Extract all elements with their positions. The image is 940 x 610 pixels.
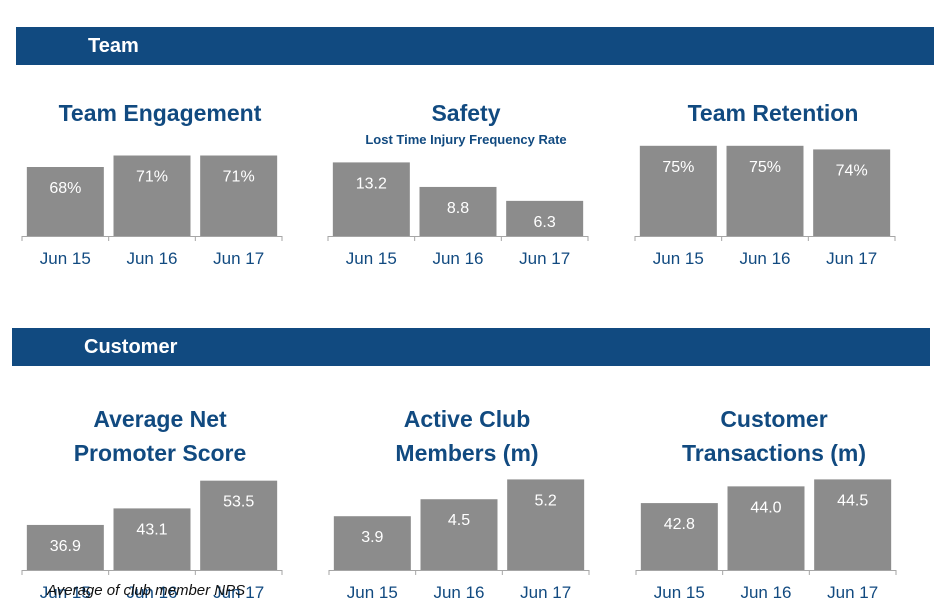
chart-active-club-members: 3.9 Jun 15 4.5 Jun 16 5.2 Jun 17 xyxy=(328,479,590,602)
tick-label: Jun 15 xyxy=(347,583,398,602)
data-label: 71% xyxy=(136,169,168,186)
bar xyxy=(200,155,278,236)
data-label: 4.5 xyxy=(448,512,470,529)
chart-title: Customer Transactions (m) xyxy=(681,406,867,466)
tick-label: Jun 17 xyxy=(519,249,570,268)
bar xyxy=(332,162,410,236)
section-header-team: Team xyxy=(16,27,934,65)
chart-safety: 13.2 Jun 15 8.8 Jun 16 6.3 Jun 17 xyxy=(327,162,589,268)
bar xyxy=(727,486,805,570)
chart-title: Active Club Members (m) xyxy=(395,406,539,466)
data-label: 8.8 xyxy=(447,200,469,217)
tick-label: Jun 16 xyxy=(126,583,177,602)
tick-label: Jun 16 xyxy=(432,249,483,268)
tick-label: Jun 16 xyxy=(433,583,484,602)
tick-label: Jun 17 xyxy=(520,583,571,602)
footnote: Average of club member NPS xyxy=(47,582,246,599)
bar xyxy=(420,499,498,570)
data-label: 74% xyxy=(836,162,868,179)
tick-label: Jun 15 xyxy=(653,249,704,268)
data-label: 75% xyxy=(749,159,781,176)
bar xyxy=(26,167,104,236)
data-label: 71% xyxy=(223,169,255,186)
bar xyxy=(200,480,278,570)
data-label: 44.5 xyxy=(837,492,868,509)
data-label: 42.8 xyxy=(664,516,695,533)
bar xyxy=(26,524,104,570)
data-label: 44.0 xyxy=(750,499,781,516)
data-label: 6.3 xyxy=(534,214,556,231)
chart-average-nps: 36.9 Jun 15 43.1 Jun 16 53.5 Jun 17 xyxy=(21,480,283,602)
data-label: 53.5 xyxy=(223,494,254,511)
tick-label: Jun 17 xyxy=(213,583,264,602)
tick-label: Jun 16 xyxy=(126,249,177,268)
data-label: 13.2 xyxy=(356,175,387,192)
chart-customer-transactions: 42.8 Jun 15 44.0 Jun 16 44.5 Jun 17 xyxy=(635,479,897,602)
bar xyxy=(726,145,804,236)
data-label: 36.9 xyxy=(50,538,81,555)
tick-label: Jun 15 xyxy=(654,583,705,602)
chart-title: Safety xyxy=(431,100,501,126)
data-label: 3.9 xyxy=(361,529,383,546)
tick-label: Jun 17 xyxy=(826,249,877,268)
data-label: 68% xyxy=(49,180,81,197)
tick-label: Jun 17 xyxy=(213,249,264,268)
tick-label: Jun 15 xyxy=(346,249,397,268)
bar xyxy=(506,200,584,236)
bar xyxy=(113,155,191,236)
chart-title: Average Net Promoter Score xyxy=(73,406,247,466)
tick-label: Jun 16 xyxy=(740,583,791,602)
bar xyxy=(813,149,891,236)
chart-team-engagement: 68% Jun 15 71% Jun 16 71% Jun 17 xyxy=(21,155,283,268)
bar xyxy=(814,479,892,570)
bar xyxy=(507,479,585,570)
data-label: 75% xyxy=(662,159,694,176)
bar xyxy=(640,503,718,570)
data-label: 5.2 xyxy=(535,492,557,509)
section-title-team: Team xyxy=(88,35,139,57)
bar xyxy=(113,508,191,570)
bar xyxy=(333,516,411,570)
data-label: 43.1 xyxy=(136,521,167,538)
chart-title: Team Engagement xyxy=(58,100,262,126)
chart-team-retention: 75% Jun 15 75% Jun 16 74% Jun 17 xyxy=(634,145,896,268)
tick-label: Jun 16 xyxy=(739,249,790,268)
chart-title: Team Retention xyxy=(687,100,859,126)
tick-label: Jun 15 xyxy=(40,583,91,602)
section-title-customer: Customer xyxy=(84,336,178,358)
tick-label: Jun 15 xyxy=(40,249,91,268)
section-header-customer: Customer xyxy=(12,328,930,366)
chart-subtitle: Lost Time Injury Frequency Rate xyxy=(365,132,567,147)
bar xyxy=(639,145,717,236)
bar xyxy=(419,186,497,236)
tick-label: Jun 17 xyxy=(827,583,878,602)
